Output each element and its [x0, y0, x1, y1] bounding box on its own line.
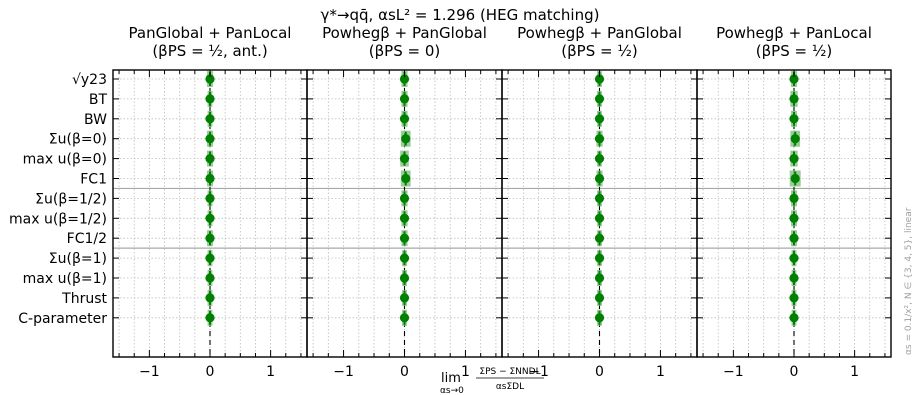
x-tick-label: 1	[656, 364, 665, 380]
panel-title-line2: (βPS = ½)	[561, 42, 638, 60]
panel-3: Powhegβ + PanGlobal(βPS = ½) −1 0 1	[501, 24, 698, 380]
panel-title-line1: Powhegβ + PanGlobal	[517, 24, 682, 42]
data-point	[205, 74, 215, 84]
data-point	[789, 213, 799, 223]
data-point	[205, 114, 215, 124]
data-point	[789, 273, 799, 283]
data-point	[399, 74, 410, 84]
data-point	[594, 313, 605, 323]
data-point	[399, 293, 410, 303]
data-point	[399, 313, 410, 323]
x-label-lim-sub: αs→0	[440, 386, 464, 395]
x-tick-label: 1	[266, 364, 275, 380]
data-point	[594, 134, 605, 144]
y-tick-label: BW	[84, 112, 107, 128]
data-point	[399, 213, 410, 223]
data-point	[594, 94, 605, 104]
y-tick-label: max u(β=1/2)	[9, 211, 107, 227]
y-tick-label: FC1/2	[67, 231, 107, 247]
data-point	[205, 313, 215, 323]
y-tick-label: max u(β=1)	[23, 271, 107, 287]
panel-2: Powhegβ + PanGlobal(βPS = 0) −1 0 1	[306, 24, 503, 380]
x-label-lim: lim	[441, 371, 461, 386]
y-tick-labels: √y23 BT BW Σu(β=0) max u(β=0) FC1 Σu(β=1/2) max…	[9, 72, 107, 327]
data-point	[594, 74, 605, 84]
x-tick-label: 0	[206, 364, 215, 380]
data-point	[205, 273, 215, 283]
data-point	[205, 173, 215, 184]
data-point	[205, 233, 215, 243]
x-tick-label: −1	[723, 364, 744, 380]
data-point	[594, 213, 605, 223]
y-tick-label: FC1	[80, 172, 107, 188]
data-point	[594, 114, 605, 124]
data-point	[399, 273, 410, 283]
data-point	[594, 293, 605, 303]
y-tick-label: C-parameter	[18, 311, 107, 327]
data-point	[594, 233, 605, 243]
x-label-numerator: ΣPS − ΣNNDL	[479, 367, 540, 377]
data-point	[399, 233, 410, 243]
data-point	[790, 134, 800, 144]
y-tick-label: Σu(β=0)	[49, 132, 107, 148]
x-tick-label: −1	[139, 364, 160, 380]
data-point	[205, 213, 215, 223]
panel-title-line2: (βPS = 0)	[369, 42, 441, 60]
data-point	[205, 154, 215, 164]
data-point	[205, 94, 215, 104]
data-point	[205, 253, 215, 263]
y-tick-label: Σu(β=1)	[49, 251, 107, 267]
panel-title-line1: Powhegβ + PanLocal	[716, 24, 872, 42]
y-tick-label: Thrust	[61, 291, 107, 307]
data-point	[594, 193, 605, 203]
panel-title-line2: (βPS = ½, ant.)	[152, 42, 267, 60]
x-label-denominator: αsΣDL	[496, 382, 524, 392]
data-point	[594, 273, 605, 283]
data-point	[789, 253, 799, 263]
x-tick-label: −1	[333, 364, 354, 380]
data-point	[789, 233, 799, 243]
panel-title-line2: (βPS = ½)	[756, 42, 833, 60]
data-point	[789, 313, 799, 323]
panel-title-line1: Powhegβ + PanGlobal	[322, 24, 487, 42]
data-point	[789, 74, 799, 84]
data-point	[399, 253, 410, 263]
data-point	[789, 154, 799, 164]
data-point	[594, 173, 605, 184]
side-note: αs = 0.1/x², N ∈ {3, 4, 5}, linear	[904, 207, 914, 355]
data-point	[789, 114, 799, 124]
x-tick-label: 0	[400, 364, 409, 380]
y-tick-label: √y23	[72, 72, 107, 88]
data-point	[399, 193, 410, 203]
data-point	[594, 253, 605, 263]
data-point	[790, 173, 800, 184]
y-tick-label: BT	[89, 92, 108, 108]
data-point	[205, 293, 215, 303]
y-tick-label: Σu(β=1/2)	[35, 191, 107, 207]
x-tick-label: 0	[790, 364, 799, 380]
data-point	[399, 154, 410, 164]
data-point	[205, 134, 215, 144]
data-point	[399, 94, 410, 104]
data-point	[789, 94, 799, 104]
chart-title: γ*→qq̄, αsL² = 1.296 (HEG matching)	[321, 6, 600, 24]
data-point	[399, 114, 410, 124]
y-tick-label: max u(β=0)	[23, 152, 107, 168]
x-tick-label: −1	[528, 364, 549, 380]
data-point	[401, 173, 411, 184]
data-point	[205, 193, 215, 203]
x-tick-label: 1	[461, 364, 470, 380]
data-point	[789, 293, 799, 303]
panel-4: Powhegβ + PanLocal(βPS = ½) −1 0 1	[696, 24, 892, 380]
x-tick-label: 1	[850, 364, 859, 380]
panel-title-line1: PanGlobal + PanLocal	[129, 24, 292, 42]
data-point	[789, 193, 799, 203]
x-tick-label: 0	[595, 364, 604, 380]
data-point	[401, 134, 411, 144]
panel-1: PanGlobal + PanLocal(βPS = ½, ant.) −1 0 1	[112, 24, 308, 380]
data-point	[594, 154, 605, 164]
